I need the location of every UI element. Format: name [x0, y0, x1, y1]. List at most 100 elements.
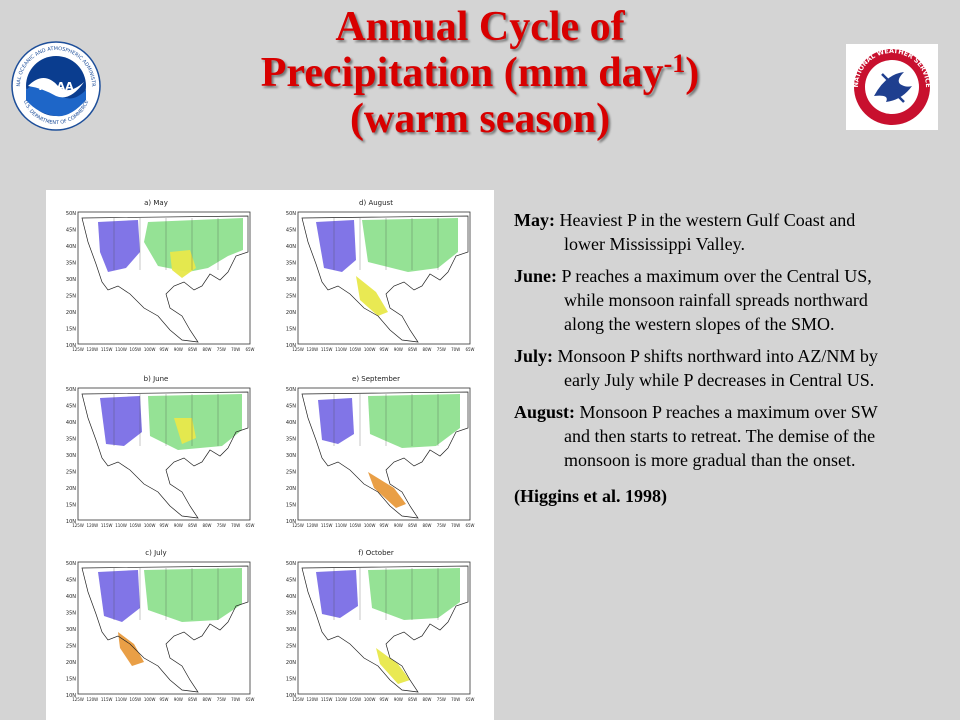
lat-tick-label: 20N	[66, 310, 76, 316]
lat-tick-label: 50N	[286, 561, 296, 567]
lon-tick-label: 100W	[364, 523, 376, 528]
lon-tick-label: 65W	[465, 347, 474, 352]
slide-title: Annual Cycle of Precipitation (mm day-1)…	[150, 4, 810, 142]
lon-tick-label: 125W	[292, 697, 304, 702]
lon-tick-label: 110W	[115, 523, 127, 528]
lon-tick-label: 95W	[159, 697, 168, 702]
lat-tick-label: 20N	[286, 486, 296, 492]
lat-tick-label: 25N	[66, 470, 76, 476]
coastline	[81, 215, 249, 343]
lat-tick-label: 20N	[286, 660, 296, 666]
lat-tick-label: 10N	[286, 343, 296, 349]
lat-tick-label: 45N	[286, 228, 296, 234]
lon-tick-label: 95W	[379, 697, 388, 702]
lon-tick-label: 90W	[394, 697, 403, 702]
lat-tick-label: 15N	[66, 327, 76, 333]
title-line-3: (warm season)	[349, 96, 611, 142]
lon-tick-label: 70W	[231, 347, 240, 352]
lat-tick-label: 35N	[286, 261, 296, 267]
lon-tick-label: 70W	[231, 523, 240, 528]
lon-tick-label: 120W	[87, 697, 99, 702]
precip-shading	[144, 218, 243, 272]
map-panel: 50N 45N 40N 35N 30N 25N 20N 15N 10N 125W 120W 115W 1…	[274, 374, 478, 534]
lat-tick-label: 45N	[286, 578, 296, 584]
lat-tick-label: 45N	[66, 228, 76, 234]
lat-tick-label: 25N	[66, 294, 76, 300]
lon-tick-label: 85W	[188, 697, 197, 702]
title-line-1: Annual Cycle of	[335, 4, 625, 50]
lon-tick-label: 120W	[307, 697, 319, 702]
lon-tick-label: 110W	[335, 523, 347, 528]
paragraph-august: August: Monsoon P reaches a maximum over…	[514, 402, 878, 470]
lon-tick-label: 80W	[422, 523, 431, 528]
lon-tick-label: 80W	[202, 697, 211, 702]
map-panel: 50N 45N 40N 35N 30N 25N 20N 15N 10N 125W 120W 115W 1…	[54, 198, 258, 358]
lon-tick-label: 95W	[159, 347, 168, 352]
lat-tick-label: 35N	[66, 261, 76, 267]
lon-tick-label: 80W	[202, 523, 211, 528]
lon-tick-label: 90W	[174, 523, 183, 528]
coastline	[301, 391, 469, 519]
lon-tick-label: 120W	[307, 347, 319, 352]
lat-tick-label: 30N	[286, 453, 296, 459]
lon-tick-label: 100W	[364, 347, 376, 352]
citation: (Higgins et al. 1998)	[514, 486, 667, 506]
lat-tick-label: 15N	[286, 503, 296, 509]
lon-tick-label: 75W	[437, 347, 446, 352]
lat-tick-label: 50N	[66, 387, 76, 393]
lat-tick-label: 35N	[66, 611, 76, 617]
lat-tick-label: 10N	[66, 343, 76, 349]
lat-tick-label: 40N	[286, 594, 296, 600]
precip-shading	[368, 568, 460, 620]
lon-tick-label: 95W	[379, 347, 388, 352]
lat-tick-label: 40N	[286, 244, 296, 250]
lat-tick-label: 15N	[286, 677, 296, 683]
lat-tick-label: 45N	[286, 404, 296, 410]
lon-tick-label: 85W	[188, 347, 197, 352]
lat-tick-label: 25N	[286, 294, 296, 300]
lat-tick-label: 30N	[286, 627, 296, 633]
map-panel: 50N 45N 40N 35N 30N 25N 20N 15N 10N 125W 120W 115W 1…	[54, 548, 258, 708]
nws-logo: NATIONAL WEATHER SERVICE	[846, 44, 938, 130]
coastline	[81, 565, 249, 693]
lon-tick-label: 110W	[335, 347, 347, 352]
lon-tick-label: 95W	[159, 523, 168, 528]
lon-tick-label: 105W	[130, 697, 142, 702]
coastline	[301, 565, 469, 693]
lat-tick-label: 25N	[286, 470, 296, 476]
lat-tick-label: 50N	[286, 211, 296, 217]
lat-tick-label: 25N	[66, 644, 76, 650]
lon-tick-label: 65W	[245, 523, 254, 528]
title-superscript: -1	[663, 49, 686, 78]
lon-tick-label: 100W	[144, 697, 156, 702]
lon-tick-label: 80W	[422, 347, 431, 352]
map-panel-title: f) October	[358, 549, 394, 557]
map-panel: 50N 45N 40N 35N 30N 25N 20N 15N 10N 125W 120W 115W 1…	[54, 374, 258, 534]
lon-tick-label: 100W	[144, 523, 156, 528]
precip-shading	[316, 220, 356, 272]
coastline	[301, 215, 469, 343]
lon-tick-label: 70W	[451, 697, 460, 702]
precip-shading	[368, 394, 460, 448]
lat-tick-label: 45N	[66, 578, 76, 584]
lat-tick-label: 40N	[286, 420, 296, 426]
paragraph-july: July: Monsoon P shifts northward into AZ…	[514, 346, 878, 390]
lon-tick-label: 105W	[130, 523, 142, 528]
lon-tick-label: 75W	[217, 697, 226, 702]
lon-tick-label: 80W	[202, 347, 211, 352]
lon-tick-label: 85W	[408, 523, 417, 528]
lat-tick-label: 30N	[286, 277, 296, 283]
lon-tick-label: 65W	[465, 697, 474, 702]
lat-tick-label: 20N	[66, 486, 76, 492]
paragraph-may: May: Heaviest P in the western Gulf Coas…	[514, 210, 856, 254]
lon-tick-label: 65W	[245, 697, 254, 702]
lon-tick-label: 90W	[174, 697, 183, 702]
lat-tick-label: 30N	[66, 453, 76, 459]
lon-tick-label: 105W	[130, 347, 142, 352]
lon-tick-label: 110W	[115, 697, 127, 702]
map-panel-title: b) June	[143, 375, 169, 383]
